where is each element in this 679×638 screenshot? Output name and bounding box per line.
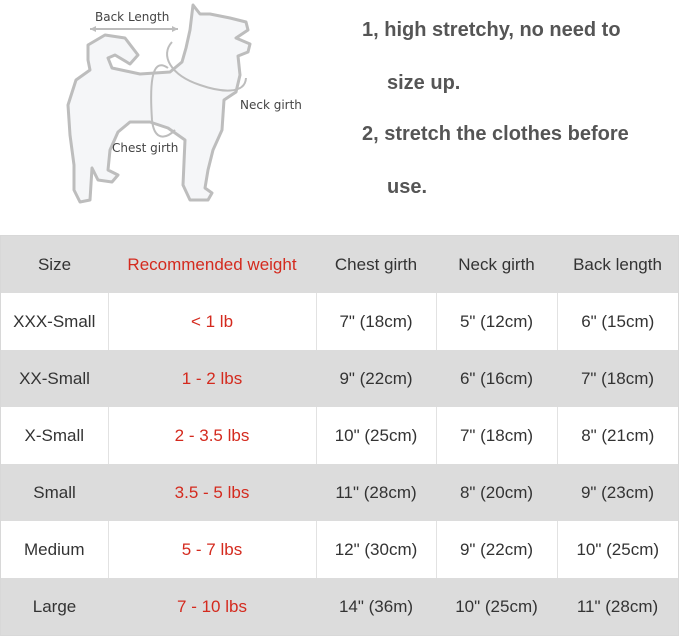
table-row: Large 7 - 10 lbs 14" (36m) 10" (25cm) 11" (2… xyxy=(1,578,678,635)
table-row: Small 3.5 - 5 lbs 11" (28cm) 8" (20cm) 9" (2… xyxy=(1,464,678,521)
table-row: XXX-Small < 1 lb 7" (18cm) 5" (12cm) 6" (15c… xyxy=(1,293,678,350)
note-1-line-1: 1, high stretchy, no need to xyxy=(362,19,621,41)
cell-chest-girth: 11" (28cm) xyxy=(316,464,436,521)
cell-weight: 7 - 10 lbs xyxy=(108,578,316,635)
header-back-length: Back length xyxy=(557,236,678,293)
cell-size: XXX-Small xyxy=(1,293,108,350)
header-chest-girth: Chest girth xyxy=(316,236,436,293)
neck-girth-label: Neck girth xyxy=(240,98,302,112)
cell-size: Large xyxy=(1,578,108,635)
table-row: X-Small 2 - 3.5 lbs 10" (25cm) 7" (18cm) 8" … xyxy=(1,407,678,464)
table-row: XX-Small 1 - 2 lbs 9" (22cm) 6" (16cm) 7" (1… xyxy=(1,350,678,407)
cell-back-length: 9" (23cm) xyxy=(557,464,678,521)
header-recommended-weight: Recommended weight xyxy=(108,236,316,293)
cell-neck-girth: 8" (20cm) xyxy=(436,464,557,521)
header-size: Size xyxy=(1,236,108,293)
cell-back-length: 11" (28cm) xyxy=(557,578,678,635)
chest-girth-label: Chest girth xyxy=(112,141,179,155)
cell-neck-girth: 9" (22cm) xyxy=(435,521,557,578)
cell-back-length: 10" (25cm) xyxy=(556,521,678,578)
cell-weight: 1 - 2 lbs xyxy=(108,350,316,407)
table-header-row: Size Recommended weight Chest girth Neck… xyxy=(1,236,678,293)
cell-chest-girth: 12" (30cm) xyxy=(315,521,436,578)
note-1-line-2: size up. xyxy=(387,72,461,94)
cell-chest-girth: 14" (36m) xyxy=(316,578,436,635)
cell-chest-girth: 9" (22cm) xyxy=(316,350,436,407)
cell-size: X-Small xyxy=(1,407,108,464)
table-row: Medium 5 - 7 lbs 12" (30cm) 9" (22cm) 10" (2… xyxy=(1,521,678,578)
header-neck-girth: Neck girth xyxy=(436,236,557,293)
cell-back-length: 6" (15cm) xyxy=(556,293,678,350)
cell-weight: 2 - 3.5 lbs xyxy=(107,407,316,464)
note-2-line-1: 2, stretch the clothes before xyxy=(362,123,629,145)
cell-size: Small xyxy=(1,464,108,521)
size-chart-table: Size Recommended weight Chest girth Neck… xyxy=(0,235,679,636)
dog-measurement-diagram: Back Length Neck girth Chest girth xyxy=(0,0,340,220)
cell-chest-girth: 10" (25cm) xyxy=(315,407,436,464)
cell-neck-girth: 5" (12cm) xyxy=(435,293,557,350)
cell-neck-girth: 6" (16cm) xyxy=(436,350,557,407)
cell-chest-girth: 7" (18cm) xyxy=(315,293,436,350)
cell-weight: 3.5 - 5 lbs xyxy=(108,464,316,521)
cell-weight: < 1 lb xyxy=(107,293,316,350)
cell-neck-girth: 10" (25cm) xyxy=(436,578,557,635)
cell-weight: 5 - 7 lbs xyxy=(107,521,316,578)
cell-size: Medium xyxy=(1,521,108,578)
cell-back-length: 7" (18cm) xyxy=(557,350,678,407)
back-length-label: Back Length xyxy=(95,10,170,24)
cell-size: XX-Small xyxy=(1,350,108,407)
cell-neck-girth: 7" (18cm) xyxy=(435,407,557,464)
dog-silhouette-icon xyxy=(66,3,252,204)
cell-back-length: 8" (21cm) xyxy=(556,407,678,464)
note-2-line-2: use. xyxy=(387,176,428,198)
